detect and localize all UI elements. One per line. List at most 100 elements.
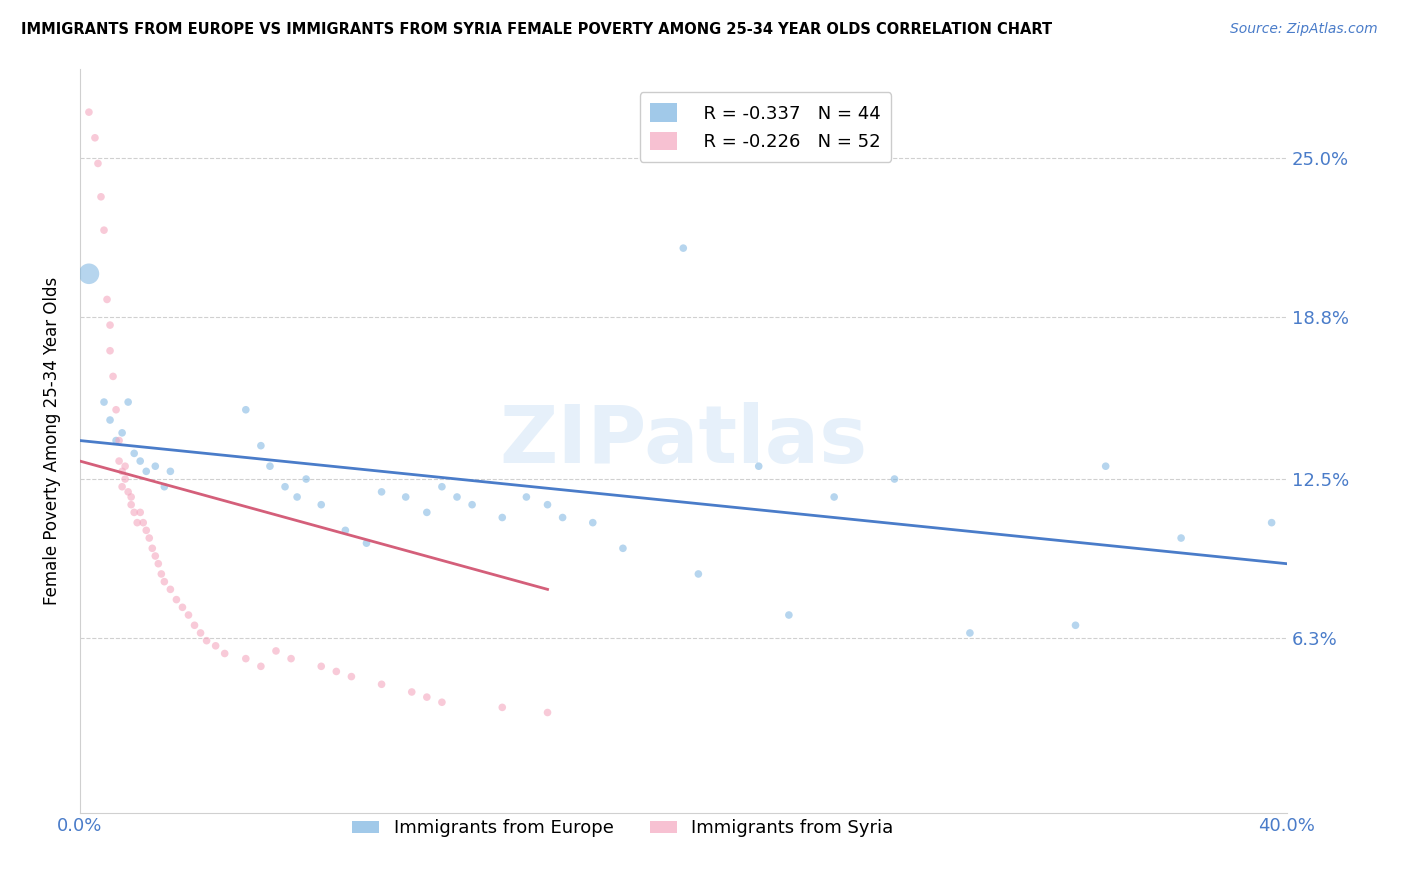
Point	[416, 505, 439, 519]
Point	[159, 464, 181, 478]
Point	[370, 677, 392, 691]
Point	[135, 524, 157, 538]
Point	[491, 700, 513, 714]
Point	[108, 434, 131, 448]
Point	[143, 549, 166, 563]
Point	[159, 582, 181, 597]
Point	[172, 600, 194, 615]
Point	[195, 633, 218, 648]
Point	[214, 647, 236, 661]
Point	[77, 267, 100, 281]
Point	[177, 607, 200, 622]
Point	[138, 531, 160, 545]
Point	[235, 402, 257, 417]
Point	[491, 510, 513, 524]
Point	[135, 464, 157, 478]
Point	[190, 626, 212, 640]
Point	[1260, 516, 1282, 530]
Point	[90, 190, 112, 204]
Point	[778, 607, 800, 622]
Point	[150, 566, 173, 581]
Point	[401, 685, 423, 699]
Point	[959, 626, 981, 640]
Point	[111, 425, 134, 440]
Point	[165, 592, 187, 607]
Point	[274, 480, 297, 494]
Text: IMMIGRANTS FROM EUROPE VS IMMIGRANTS FROM SYRIA FEMALE POVERTY AMONG 25-34 YEAR : IMMIGRANTS FROM EUROPE VS IMMIGRANTS FRO…	[21, 22, 1052, 37]
Point	[250, 659, 273, 673]
Point	[536, 498, 558, 512]
Point	[1094, 459, 1116, 474]
Point	[127, 516, 149, 530]
Point	[285, 490, 308, 504]
Point	[84, 130, 107, 145]
Point	[259, 459, 281, 474]
Point	[461, 498, 484, 512]
Point	[129, 454, 152, 468]
Y-axis label: Female Poverty Among 25-34 Year Olds: Female Poverty Among 25-34 Year Olds	[44, 277, 60, 605]
Point	[129, 505, 152, 519]
Point	[111, 464, 134, 478]
Point	[430, 480, 453, 494]
Point	[883, 472, 905, 486]
Point	[153, 574, 176, 589]
Point	[295, 472, 318, 486]
Point	[370, 484, 392, 499]
Point	[748, 459, 770, 474]
Point	[98, 413, 121, 427]
Point	[356, 536, 378, 550]
Point	[143, 459, 166, 474]
Point	[325, 665, 347, 679]
Point	[122, 446, 145, 460]
Point	[87, 156, 110, 170]
Point	[536, 706, 558, 720]
Point	[515, 490, 537, 504]
Point	[416, 690, 439, 705]
Point	[117, 484, 139, 499]
Point	[153, 480, 176, 494]
Point	[446, 490, 468, 504]
Point	[96, 293, 118, 307]
Point	[335, 524, 357, 538]
Point	[183, 618, 205, 632]
Point	[250, 439, 273, 453]
Point	[105, 434, 128, 448]
Point	[148, 557, 170, 571]
Legend: Immigrants from Europe, Immigrants from Syria: Immigrants from Europe, Immigrants from …	[344, 812, 901, 845]
Point	[340, 670, 363, 684]
Point	[120, 490, 142, 504]
Point	[612, 541, 634, 556]
Point	[309, 498, 332, 512]
Point	[551, 510, 574, 524]
Point	[120, 498, 142, 512]
Point	[280, 651, 302, 665]
Text: ZIPatlas: ZIPatlas	[499, 401, 868, 480]
Point	[309, 659, 332, 673]
Point	[132, 516, 155, 530]
Point	[1064, 618, 1087, 632]
Point	[77, 105, 100, 120]
Point	[264, 644, 287, 658]
Point	[114, 472, 136, 486]
Point	[117, 395, 139, 409]
Point	[582, 516, 605, 530]
Point	[235, 651, 257, 665]
Point	[93, 223, 115, 237]
Point	[108, 454, 131, 468]
Point	[1170, 531, 1192, 545]
Point	[204, 639, 226, 653]
Point	[98, 343, 121, 358]
Point	[98, 318, 121, 332]
Text: Source: ZipAtlas.com: Source: ZipAtlas.com	[1230, 22, 1378, 37]
Point	[395, 490, 418, 504]
Point	[430, 695, 453, 709]
Point	[672, 241, 695, 255]
Point	[101, 369, 124, 384]
Point	[823, 490, 845, 504]
Point	[114, 459, 136, 474]
Point	[105, 402, 128, 417]
Point	[122, 505, 145, 519]
Point	[141, 541, 163, 556]
Point	[688, 566, 710, 581]
Point	[93, 395, 115, 409]
